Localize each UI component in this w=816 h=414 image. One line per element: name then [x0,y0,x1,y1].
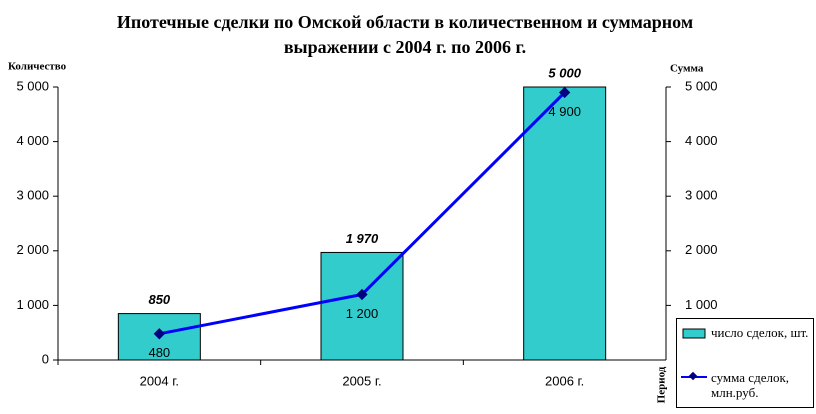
bar [523,86,607,361]
y-axis-title: Количество [8,61,67,73]
line-marker [356,288,368,301]
y-tick-label: 2 000 [16,242,49,257]
line-value-label: 480 [148,345,170,360]
chart-title: Ипотечные сделки по Омской области в кол… [116,12,694,57]
x-axis-title: Период [656,366,668,403]
y2-tick-label: 1 000 [685,297,718,312]
line-value-label: 1 200 [346,306,379,321]
legend-label: число сделок, шт. [711,325,809,340]
legend: число сделок, шт. сумма сделок, млн.руб. [676,318,814,408]
y-tick-label: 3 000 [16,188,49,203]
line-marker [153,328,165,340]
y2-tick-label: 3 000 [685,188,718,203]
y-tick-label: 0 [42,351,49,366]
y-tick-label: 1 000 [16,297,49,312]
x-tick-label: 2004 г. [140,373,179,388]
x-tick-label: 2006 г. [545,373,584,388]
y-tick-label: 4 000 [16,133,49,148]
y2-tick-label: 2 000 [685,242,718,257]
legend-label: сумма сделок, млн.руб. [711,370,790,400]
legend-swatch [682,328,706,339]
y2-tick-label: 4 000 [685,133,718,148]
y2-tick-label: 5 000 [685,78,718,93]
line-value-label: 4 900 [548,104,581,119]
x-tick-label: 2005 г. [342,373,381,388]
bar-value-label: 5 000 [548,65,581,80]
y-tick-label: 5 000 [16,78,49,93]
y2-axis-title: Сумма [670,63,704,75]
legend-marker [688,371,698,381]
bar-value-label: 1 970 [346,231,379,246]
bar [320,251,404,361]
legend-keys [681,328,707,381]
bar-value-label: 850 [148,292,170,307]
